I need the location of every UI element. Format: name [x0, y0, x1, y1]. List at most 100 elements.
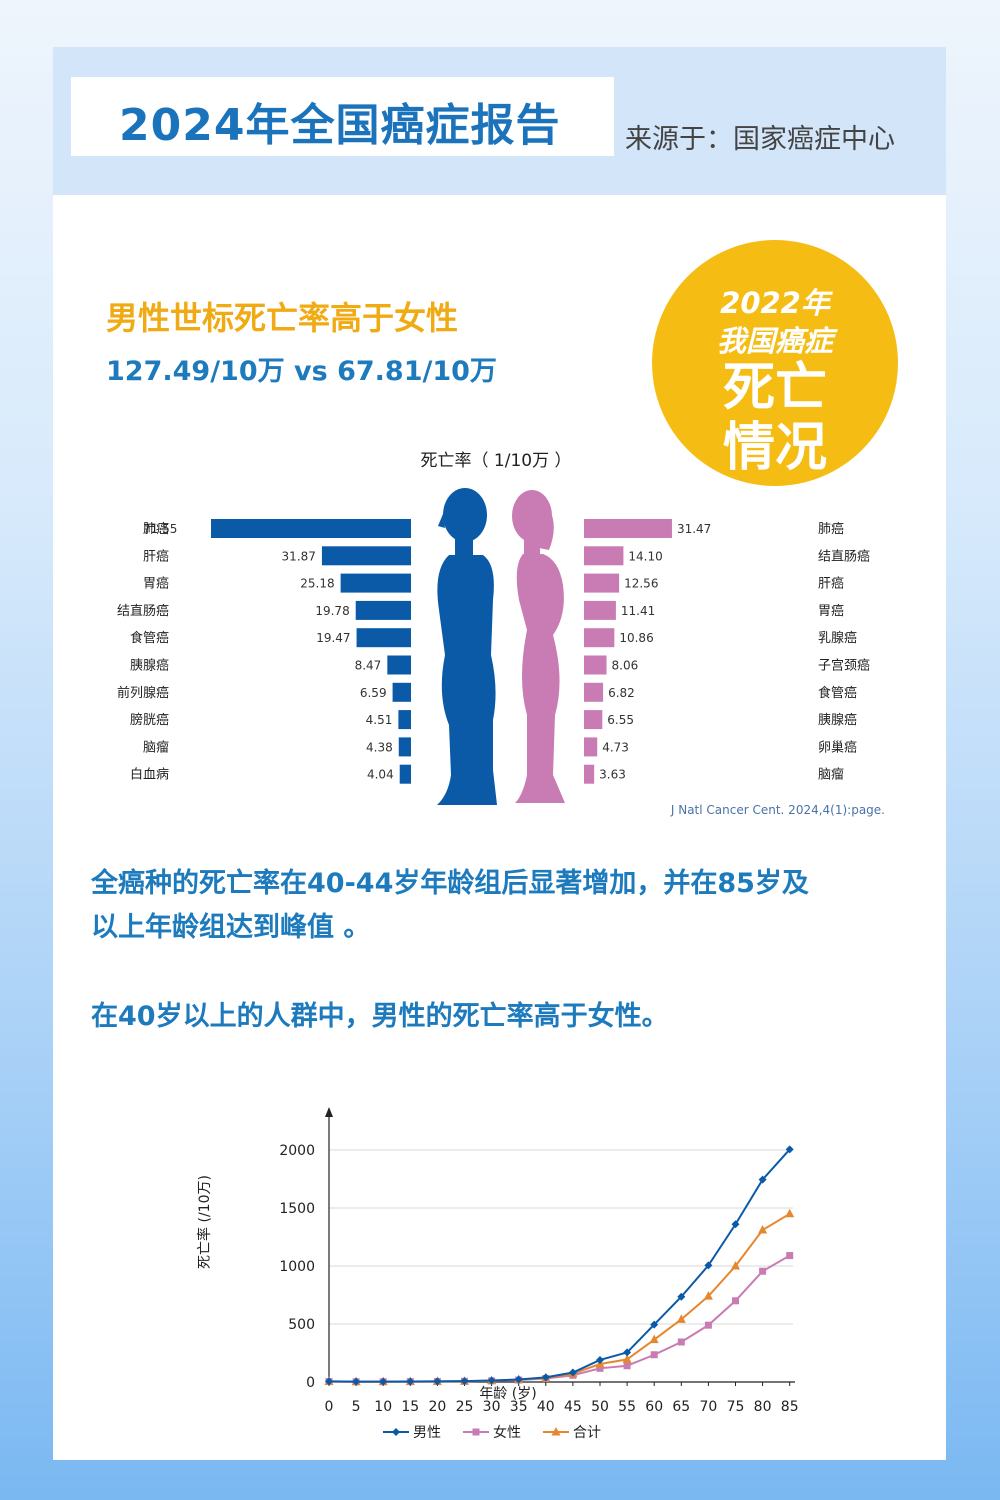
y-axis-label: 死亡率 (/10万)	[196, 1175, 213, 1269]
data-point	[649, 1334, 659, 1344]
legend-label: 女性	[493, 1424, 521, 1441]
data-point	[623, 1362, 631, 1370]
female-bar	[584, 573, 620, 593]
data-point	[379, 1377, 388, 1386]
female-bar	[584, 710, 603, 730]
female-value-label: 11.41	[621, 604, 655, 618]
x-tick-label: 80	[754, 1399, 772, 1415]
title-box: 2024年全国癌症报告	[71, 77, 614, 156]
section2-paragraph1: 全癌种的死亡率在40-44岁年龄组后显著增加，并在85岁及 以上年龄组达到峰值 …	[91, 862, 891, 950]
female-category-label: 肝癌	[818, 576, 844, 592]
series-line	[328, 1148, 791, 1383]
data-point	[487, 1376, 496, 1385]
paragraph1-line1: 全癌种的死亡率在40-44岁年龄组后显著增加，并在85岁及	[91, 868, 809, 899]
male-value-label: 19.78	[315, 604, 349, 618]
x-tick-label: 40	[537, 1399, 555, 1415]
data-point	[759, 1267, 767, 1275]
x-tick-label: 55	[618, 1399, 636, 1415]
y-tick-label: 2000	[279, 1143, 315, 1159]
data-point	[704, 1261, 713, 1270]
badge-year: 2022年	[720, 286, 830, 320]
data-point	[568, 1368, 577, 1377]
silhouettes	[437, 488, 565, 805]
paragraph1-line2: 以上年龄组达到峰值 。	[91, 912, 371, 943]
female-category-label: 胃癌	[818, 603, 844, 619]
data-point	[731, 1220, 740, 1229]
data-point	[433, 1377, 442, 1386]
badge-topic-line2: 情况	[722, 418, 827, 478]
male-bar	[211, 519, 411, 538]
male-value-label: 31.87	[282, 549, 316, 563]
line-chart-legend: 男性 女性 合计	[383, 1424, 601, 1441]
female-value-label: 31.47	[677, 522, 711, 536]
male-value-label: 4.38	[366, 740, 393, 754]
legend-label: 合计	[573, 1425, 601, 1441]
female-category-label: 食管癌	[818, 685, 857, 701]
chart-citation: J Natl Cancer Cent. 2024,4(1):page.	[670, 803, 885, 817]
male-bar	[387, 655, 411, 675]
male-bar	[356, 628, 411, 648]
data-point	[622, 1354, 632, 1363]
badge-topic-line1: 死亡	[722, 358, 827, 418]
female-bar	[584, 546, 624, 566]
female-bar	[584, 682, 604, 702]
data-point	[758, 1225, 768, 1234]
x-tick-label: 0	[325, 1399, 334, 1415]
male-value-label: 8.47	[355, 659, 382, 673]
data-point	[785, 1145, 794, 1154]
y-tick-label: 0	[306, 1375, 315, 1391]
mortality-bar-chart: 死亡率（ 1/10万 ） 71.55肺癌31.87肝癌25.18胃癌19.78结…	[117, 451, 885, 817]
data-point	[785, 1208, 795, 1218]
female-bar	[584, 764, 595, 784]
male-bar	[392, 682, 411, 702]
x-tick-label: 30	[483, 1399, 501, 1415]
section1-heading: 男性世标死亡率高于女性	[106, 299, 459, 337]
legend-marker	[551, 1427, 561, 1436]
data-point	[677, 1338, 685, 1346]
female-category-label: 脑瘤	[818, 767, 844, 783]
y-tick-label: 1500	[279, 1201, 315, 1217]
line-chart-series	[324, 1145, 795, 1386]
x-tick-label: 50	[591, 1399, 609, 1415]
page-title: 2024年全国癌症报告	[119, 100, 561, 151]
female-bar	[584, 737, 598, 757]
female-value-label: 3.63	[599, 768, 626, 782]
data-point	[514, 1375, 523, 1384]
x-tick-label: 15	[401, 1399, 419, 1415]
female-value-label: 12.56	[624, 577, 658, 591]
x-tick-label: 75	[727, 1399, 745, 1415]
male-bar	[340, 573, 411, 593]
female-bars: 31.47 肺癌 14.10 结直肠癌 12.56 肝癌 11.41 胃癌 10.86 乳腺癌 8.…	[584, 519, 870, 784]
data-point	[677, 1292, 686, 1301]
x-tick-label: 60	[645, 1399, 663, 1415]
source-label: 来源于：国家癌症中心	[625, 124, 895, 155]
line-chart-grid	[329, 1149, 793, 1325]
data-point	[650, 1320, 659, 1329]
female-bar	[584, 519, 672, 538]
female-category-label: 乳腺癌	[818, 630, 857, 646]
male-category-label: 前列腺癌	[117, 685, 169, 701]
x-tick-label: 35	[510, 1399, 528, 1415]
legend-label: 男性	[413, 1425, 441, 1441]
male-category-label: 胃癌	[143, 576, 169, 592]
female-bar	[584, 655, 607, 675]
female-value-label: 14.10	[628, 549, 662, 563]
header-band: 2024年全国癌症报告 来源于：国家癌症中心	[53, 47, 946, 195]
line-chart-axes: 0 500 1000 1500 2000 0 5 10 15 20 25 30 35 40 45 50 55 60…	[279, 1107, 799, 1415]
x-tick-label: 10	[374, 1399, 392, 1415]
male-value-label: 19.47	[316, 631, 350, 645]
series-line	[328, 1254, 791, 1383]
male-value-label: 4.51	[366, 713, 393, 727]
data-point	[650, 1351, 658, 1359]
y-tick-label: 1000	[279, 1259, 315, 1275]
male-bar	[321, 546, 411, 566]
data-point	[676, 1314, 686, 1323]
data-point	[596, 1355, 604, 1364]
male-silhouette	[437, 488, 497, 805]
male-category-label: 白血病	[130, 767, 169, 783]
data-point	[460, 1377, 469, 1386]
data-point	[732, 1297, 739, 1305]
female-category-label: 结直肠癌	[818, 548, 870, 564]
x-tick-label: 20	[428, 1399, 446, 1415]
